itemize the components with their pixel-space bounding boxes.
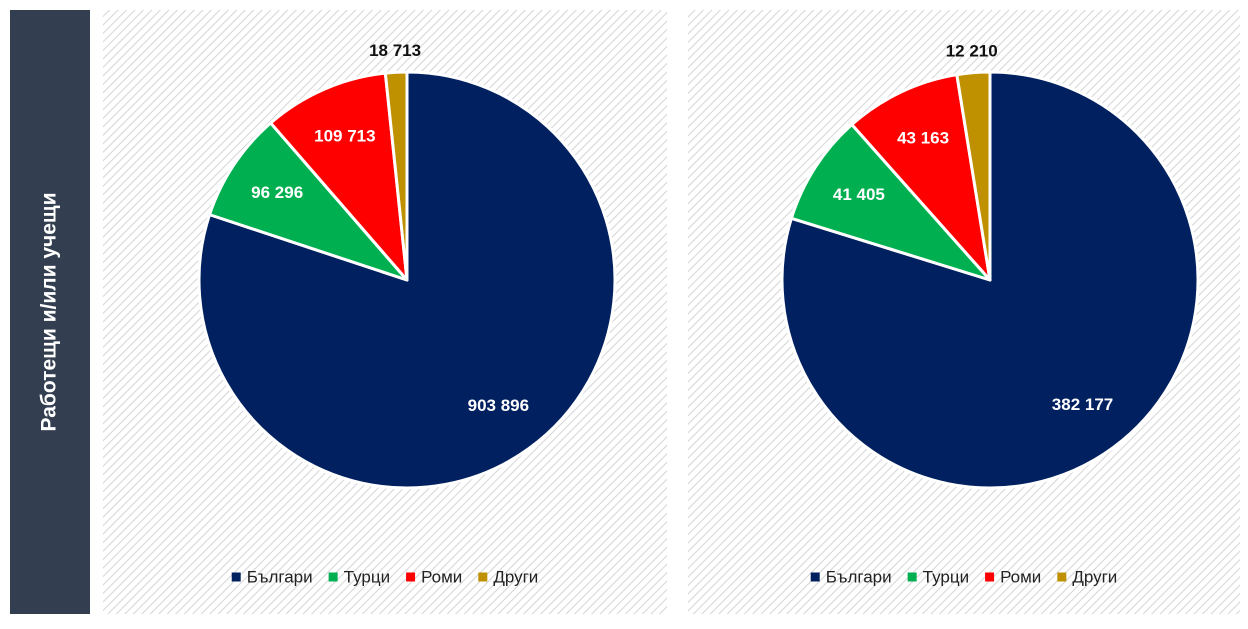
data-label: 12 210 xyxy=(946,41,998,60)
legend-swatch xyxy=(907,572,917,582)
legend-swatch xyxy=(231,572,241,582)
side-panel xyxy=(10,10,90,614)
legend-swatch xyxy=(328,572,338,582)
side-label: Работещи и/или учещи xyxy=(38,192,61,431)
data-label: 18 713 xyxy=(369,41,421,60)
legend-label: Турци xyxy=(923,567,969,586)
data-label: 96 296 xyxy=(251,183,303,202)
legend-label: Други xyxy=(493,567,538,586)
legend-label: Турци xyxy=(344,567,390,586)
legend-swatch xyxy=(478,572,488,582)
data-label: 903 896 xyxy=(468,396,529,415)
data-label: 43 163 xyxy=(897,129,949,148)
pie-slice xyxy=(955,70,992,282)
pie-slice xyxy=(269,71,409,282)
pie-slice xyxy=(208,121,409,282)
pie-slice xyxy=(850,73,992,282)
legend-label: Роми xyxy=(421,567,462,586)
data-label: 109 713 xyxy=(314,126,375,145)
pie-slice xyxy=(789,123,992,282)
legend-swatch xyxy=(810,572,820,582)
legend-label: Българи xyxy=(826,567,892,586)
pie-slice xyxy=(383,70,409,282)
data-label: 382 177 xyxy=(1052,395,1113,414)
legend-label: Роми xyxy=(1000,567,1041,586)
legend-label: Българи xyxy=(247,567,313,586)
data-label: 41 405 xyxy=(833,185,885,204)
legend-swatch xyxy=(985,572,995,582)
legend-swatch xyxy=(1057,572,1067,582)
pie-slice xyxy=(780,70,1200,490)
legend-label: Други xyxy=(1072,567,1117,586)
legend-swatch xyxy=(406,572,416,582)
